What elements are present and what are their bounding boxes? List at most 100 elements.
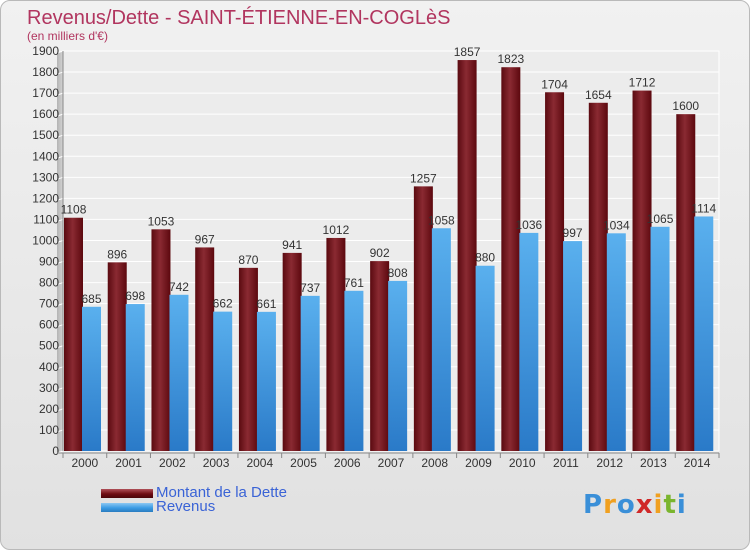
- y-tick-label: 1200: [32, 191, 59, 205]
- x-tick-label: 2005: [290, 456, 317, 470]
- data-label-dette: 1108: [61, 203, 87, 217]
- y-tick-label: 600: [39, 318, 59, 332]
- x-tick-label: 2002: [159, 456, 186, 470]
- data-label-revenus: 698: [125, 289, 145, 303]
- gridline-wall: [56, 324, 64, 328]
- data-label-dette: 1823: [497, 52, 524, 66]
- chart-subtitle: (en milliers d'€): [27, 29, 108, 43]
- gridline-wall: [56, 408, 64, 412]
- logo-letter: x: [635, 490, 654, 520]
- y-tick-label: 300: [39, 381, 59, 395]
- legend-label-revenus: Revenus: [156, 498, 216, 515]
- bar-revenus: [650, 226, 670, 451]
- data-label-revenus: 737: [300, 281, 320, 295]
- plot-wall: [57, 51, 63, 453]
- bar-dette: [545, 92, 565, 452]
- x-tick-label: 2012: [596, 456, 623, 470]
- bar-dette: [413, 186, 433, 452]
- gridline-wall: [56, 261, 64, 265]
- data-label-dette: 870: [238, 253, 258, 267]
- bar-revenus: [125, 304, 145, 451]
- data-label-revenus: 1114: [691, 201, 716, 215]
- data-label-dette: 1704: [541, 77, 568, 91]
- gridline-wall: [56, 176, 64, 180]
- bar-revenus: [169, 294, 189, 451]
- data-label-dette: 1257: [410, 171, 437, 185]
- bar-revenus: [388, 280, 408, 451]
- data-label-revenus: 997: [563, 226, 583, 240]
- data-label-revenus: 1034: [603, 218, 630, 232]
- data-label-revenus: 662: [213, 297, 233, 311]
- legend-swatch-revenus: [101, 503, 153, 512]
- x-tick-label: 2006: [334, 456, 361, 470]
- bar-dette: [676, 114, 696, 451]
- bar-revenus: [431, 228, 451, 451]
- bar-dette: [195, 247, 215, 451]
- data-label-revenus: 685: [81, 292, 101, 306]
- x-tick-label: 2011: [553, 456, 579, 470]
- data-label-dette: 1857: [454, 45, 481, 59]
- data-label-revenus: 761: [344, 276, 364, 290]
- y-tick-label: 100: [39, 423, 59, 437]
- logo-letter: r: [603, 490, 617, 520]
- data-label-revenus: 742: [169, 280, 189, 294]
- bar-dette: [588, 102, 608, 451]
- data-label-dette: 1600: [672, 99, 699, 113]
- logo-letter: i: [676, 490, 687, 520]
- data-label-revenus: 1036: [515, 218, 542, 232]
- gridline-wall: [56, 113, 64, 117]
- gridline-wall: [56, 218, 64, 222]
- bar-dette: [107, 262, 127, 451]
- y-tick-label: 1000: [32, 233, 59, 247]
- x-tick-label: 2000: [72, 456, 99, 470]
- y-tick-label: 1700: [32, 86, 59, 100]
- gridline-wall: [56, 282, 64, 286]
- y-tick-label: 900: [39, 255, 59, 269]
- x-tick-label: 2008: [421, 456, 448, 470]
- y-tick-label: 0: [52, 444, 59, 458]
- y-tick-label: 1100: [33, 212, 59, 226]
- bar-revenus: [300, 295, 320, 451]
- y-tick-label: 400: [39, 360, 59, 374]
- bar-dette: [64, 217, 83, 451]
- bar-revenus: [606, 233, 626, 451]
- y-tick-label: 500: [39, 339, 59, 353]
- bar-dette: [370, 261, 390, 451]
- gridline-wall: [56, 366, 64, 370]
- bar-dette: [238, 267, 258, 451]
- gridline-wall: [56, 155, 64, 159]
- data-label-revenus: 661: [256, 297, 276, 311]
- gridline-wall: [56, 50, 64, 54]
- bar-dette: [151, 229, 171, 451]
- bar-revenus: [694, 216, 714, 451]
- bar-revenus: [213, 311, 233, 451]
- y-tick-label: 700: [39, 297, 59, 311]
- data-label-dette: 896: [107, 247, 127, 261]
- bar-dette: [326, 237, 346, 451]
- x-tick-label: 2014: [684, 456, 711, 470]
- gridline-wall: [56, 71, 64, 75]
- gridline-wall: [56, 197, 64, 201]
- legend-label-dette: Montant de la Dette: [156, 484, 287, 501]
- bar-dette: [501, 67, 521, 452]
- y-tick-label: 1400: [32, 149, 59, 163]
- logo-letter: i: [653, 490, 664, 520]
- bar-dette: [282, 252, 302, 451]
- y-tick-label: 1800: [32, 65, 59, 79]
- legend-swatch-dette: [101, 489, 153, 498]
- bar-revenus: [563, 241, 583, 451]
- data-label-dette: 1012: [323, 223, 350, 237]
- y-tick-label: 1900: [32, 44, 59, 58]
- logo-letter: t: [663, 490, 677, 520]
- gridline-wall: [56, 134, 64, 138]
- x-tick-label: 2004: [246, 456, 273, 470]
- x-tick-label: 2003: [203, 456, 230, 470]
- gridline-wall: [56, 303, 64, 307]
- proxiti-logo: Proxiti: [583, 490, 687, 520]
- data-label-revenus: 808: [388, 266, 408, 280]
- y-tick-label: 200: [39, 402, 59, 416]
- x-tick-label: 2013: [640, 456, 667, 470]
- bar-revenus: [82, 306, 101, 451]
